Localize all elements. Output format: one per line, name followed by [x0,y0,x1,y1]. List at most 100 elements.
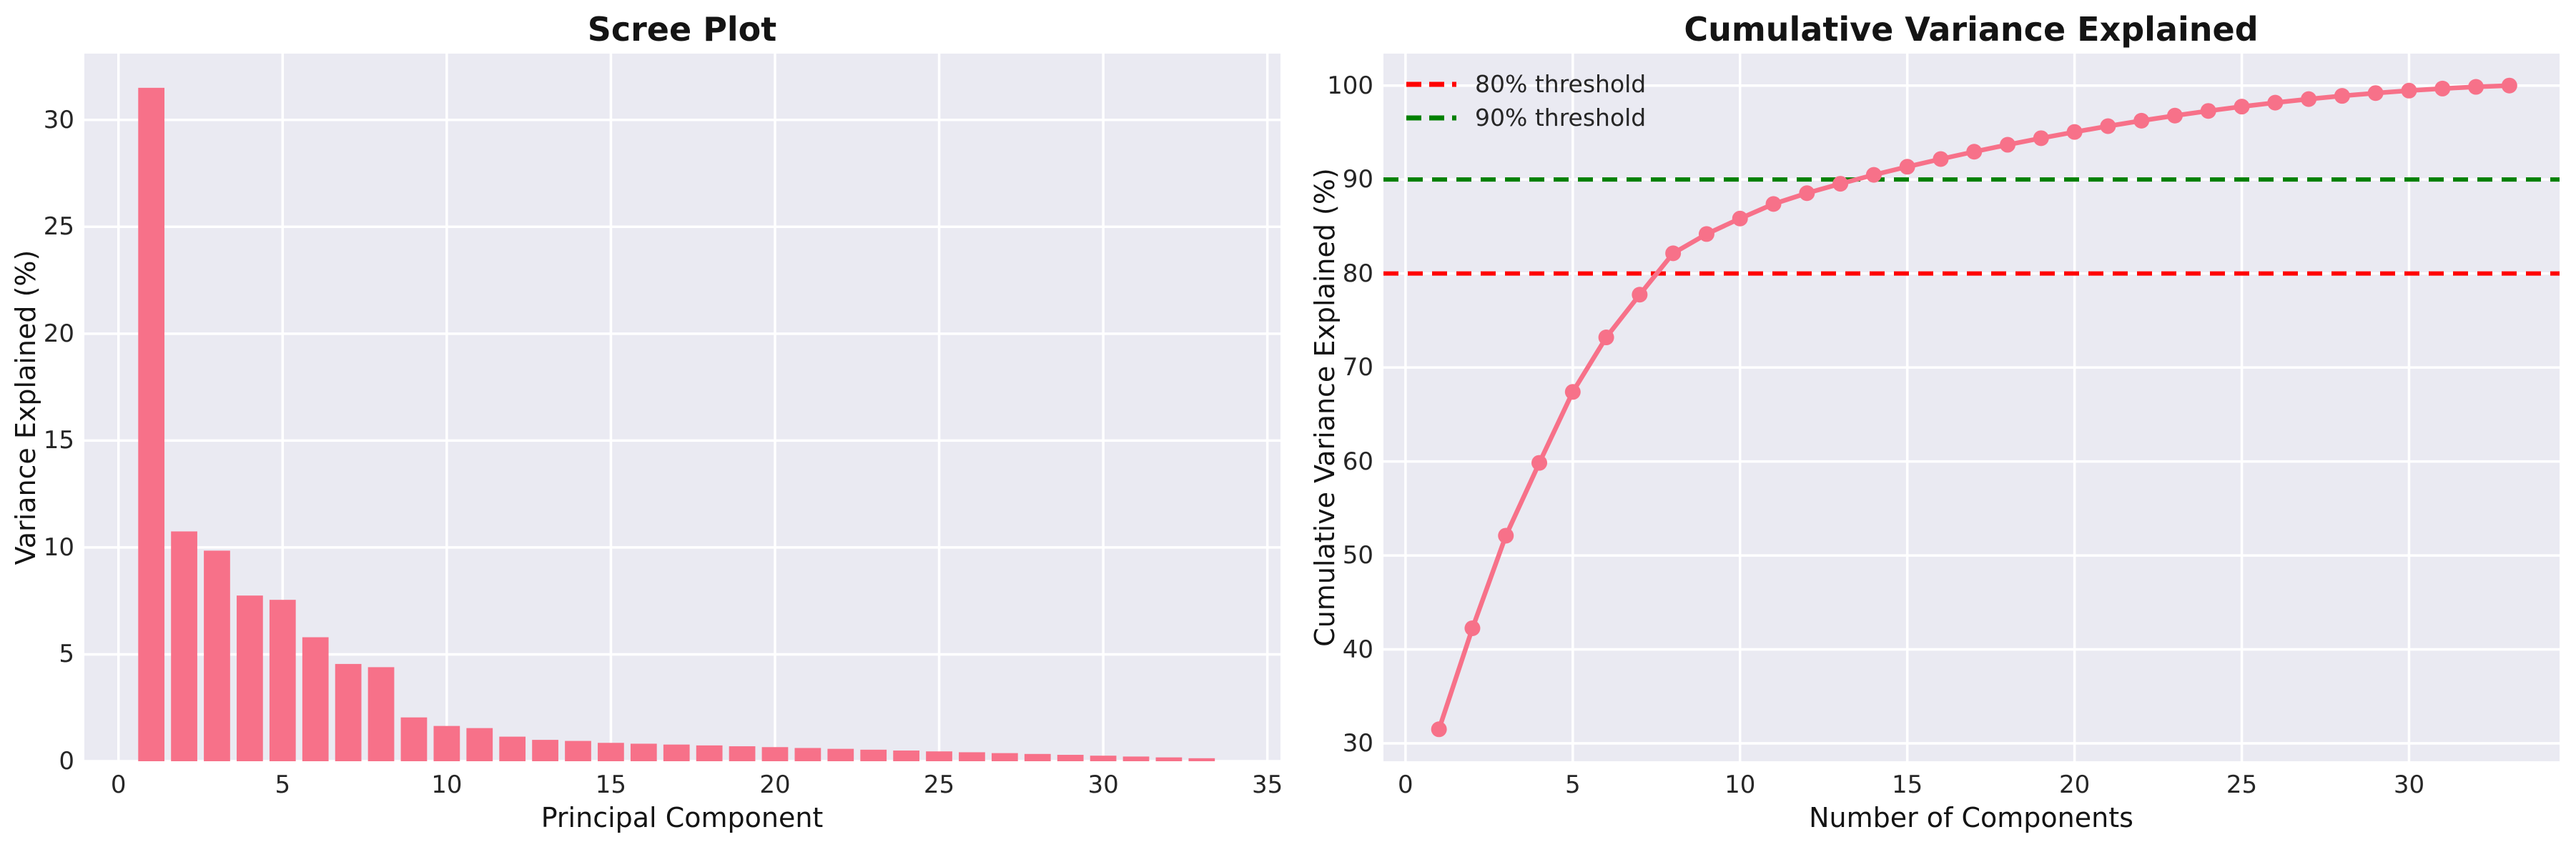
data-point-marker [1966,144,1983,160]
cumulative-yaxis-label: Cumulative Variance Explained (%) [1309,168,1341,647]
scree-bar [466,728,493,761]
scree-yaxis-label: Variance Explained (%) [10,249,41,565]
data-point-marker [2367,85,2384,101]
scree-bar [729,746,756,761]
x-tick-label: 5 [1564,771,1581,799]
cumulative-plot-area [1383,54,2560,761]
scree-bar [794,748,821,761]
y-tick-label: 60 [1342,447,1373,476]
x-tick-label: 30 [1087,771,1119,799]
data-point-marker [2066,124,2083,140]
scree-bar [926,751,952,761]
scree-bar [269,600,296,761]
data-point-marker [1933,151,1949,167]
scree-bar [696,745,723,761]
x-tick-label: 10 [431,771,463,799]
scree-bar [1057,755,1084,761]
scree-bar [400,717,428,761]
y-tick-label: 90 [1342,165,1373,194]
data-point-marker [2234,99,2250,115]
data-point-marker [2000,137,2016,153]
x-tick-label: 30 [2393,771,2425,799]
data-point-marker [2200,103,2216,119]
scree-bar [663,744,690,761]
scree-bar [138,87,165,761]
y-tick-label: 15 [43,426,74,455]
cumulative-xaxis-label: Number of Components [1809,802,2133,833]
scree-plot-area [84,54,1280,761]
scree-bar [532,740,558,761]
data-point-marker [2166,107,2183,124]
scree-bar [893,751,919,761]
data-point-marker [1632,287,1648,303]
y-tick-label: 20 [43,319,74,348]
x-tick-label: 20 [759,771,791,799]
y-tick-label: 30 [43,105,74,134]
legend-item-80-threshold: 80% threshold [1406,72,1646,96]
scree-bar [630,743,657,761]
data-point-marker [1531,455,1548,471]
scree-bar [1155,757,1183,761]
scree-plot-title: Scree Plot [587,10,777,49]
y-tick-label: 70 [1342,353,1373,382]
scree-bar [959,752,985,761]
data-point-marker [1431,721,1447,738]
y-tick-label: 30 [1342,729,1373,758]
data-point-marker [1865,167,1882,183]
scree-bar [1024,753,1051,761]
y-tick-label: 80 [1342,259,1373,288]
data-point-marker [2133,112,2150,129]
data-point-marker [2100,118,2116,134]
data-point-marker [2033,130,2049,147]
data-point-marker [2334,88,2350,104]
line-chart-canvas [1383,54,2560,761]
scree-bar [367,667,395,761]
x-tick-label: 25 [923,771,955,799]
data-point-marker [2301,91,2317,107]
scree-bar [565,741,591,761]
scree-bar [433,725,460,761]
y-tick-label: 100 [1327,71,1373,100]
scree-bar [237,595,263,761]
data-point-marker [2501,77,2517,94]
scree-bar [1122,756,1150,761]
x-tick-label: 15 [1892,771,1923,799]
y-tick-label: 5 [59,640,74,669]
legend-label-80: 80% threshold [1475,70,1647,98]
data-point-marker [2267,94,2284,111]
legend: 80% threshold 90% threshold [1406,72,1646,130]
cumulative-plot-title: Cumulative Variance Explained [1684,10,2259,49]
scree-bar [991,753,1018,761]
scree-bar [302,637,329,761]
data-point-marker [1765,196,1782,212]
scree-bar [335,663,362,761]
cumulative-line [1436,83,2510,730]
scree-bar [827,748,854,761]
x-tick-label: 25 [2226,771,2258,799]
y-tick-label: 10 [43,533,74,562]
data-point-marker [1564,384,1581,400]
scree-bar [499,736,526,761]
scree-bar [171,531,197,761]
data-point-marker [1698,226,1714,242]
x-tick-label: 10 [1724,771,1756,799]
data-point-marker [1832,176,1849,192]
legend-item-90-threshold: 90% threshold [1406,106,1646,130]
x-tick-label: 20 [2058,771,2091,799]
y-tick-label: 50 [1342,541,1373,570]
scree-bar [598,743,624,761]
x-tick-label: 35 [1251,771,1283,799]
scree-bar [860,749,887,761]
scree-bar [1188,758,1215,761]
data-point-marker [1598,330,1614,346]
x-tick-label: 15 [595,771,627,799]
y-tick-label: 0 [59,747,74,776]
scree-bar [761,747,789,761]
data-point-marker [1899,159,1915,175]
legend-label-90: 90% threshold [1475,104,1647,132]
y-tick-label: 25 [43,212,74,242]
data-point-marker [1464,620,1481,636]
x-tick-label: 5 [275,771,291,799]
scree-bar [1090,756,1117,761]
